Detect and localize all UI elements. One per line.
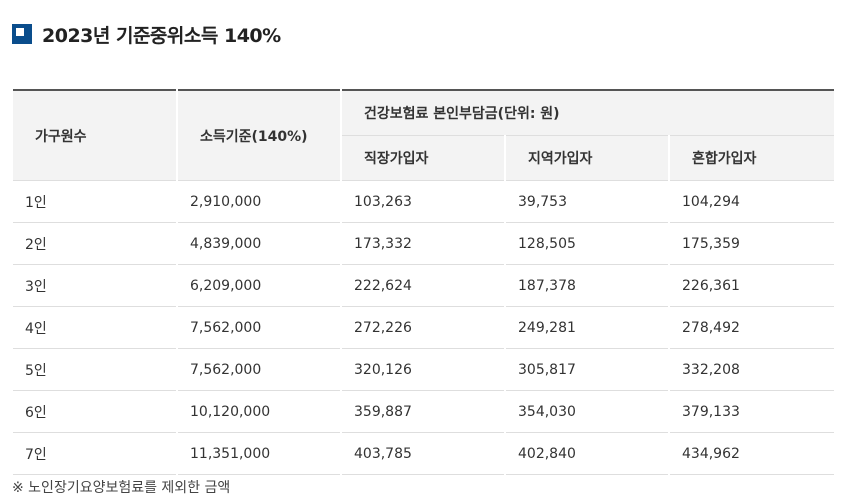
header-mixed: 혼합가입자 xyxy=(669,135,835,181)
cell-household: 4인 xyxy=(13,306,178,349)
cell-mixed: 278,492 xyxy=(669,306,835,349)
cell-mixed: 434,962 xyxy=(669,432,835,475)
cell-mixed: 175,359 xyxy=(669,222,835,265)
header-premium-group: 건강보험료 본인부담금(단위: 원) xyxy=(341,89,835,136)
cell-mixed: 226,361 xyxy=(669,264,835,307)
header-employee: 직장가입자 xyxy=(341,135,506,181)
cell-household: 7인 xyxy=(13,432,178,475)
title-row: 2023년 기준중위소득 140% xyxy=(12,20,281,48)
header-income: 소득기준(140%) xyxy=(177,89,342,181)
cell-employee: 320,126 xyxy=(341,348,506,391)
cell-employee: 222,624 xyxy=(341,264,506,307)
cell-regional: 354,030 xyxy=(505,390,670,433)
cell-income: 7,562,000 xyxy=(177,348,342,391)
cell-mixed: 332,208 xyxy=(669,348,835,391)
cell-income: 7,562,000 xyxy=(177,306,342,349)
cell-income: 6,209,000 xyxy=(177,264,342,307)
income-premium-table: 가구원수 소득기준(140%) 건강보험료 본인부담금(단위: 원) 직장가입자… xyxy=(13,89,835,475)
table-row: 5인 7,562,000 320,126 305,817 332,208 xyxy=(13,348,835,391)
cell-household: 2인 xyxy=(13,222,178,265)
cell-employee: 272,226 xyxy=(341,306,506,349)
cell-income: 11,351,000 xyxy=(177,432,342,475)
table-row: 2인 4,839,000 173,332 128,505 175,359 xyxy=(13,222,835,265)
cell-regional: 249,281 xyxy=(505,306,670,349)
header-regional: 지역가입자 xyxy=(505,135,670,181)
cell-household: 5인 xyxy=(13,348,178,391)
cell-employee: 173,332 xyxy=(341,222,506,265)
table-row: 4인 7,562,000 272,226 249,281 278,492 xyxy=(13,306,835,349)
cell-income: 4,839,000 xyxy=(177,222,342,265)
cell-regional: 402,840 xyxy=(505,432,670,475)
cell-employee: 403,785 xyxy=(341,432,506,475)
cell-income: 2,910,000 xyxy=(177,180,342,223)
table-row: 6인 10,120,000 359,887 354,030 379,133 xyxy=(13,390,835,433)
table-row: 3인 6,209,000 222,624 187,378 226,361 xyxy=(13,264,835,307)
table-body: 1인 2,910,000 103,263 39,753 104,294 2인 4… xyxy=(13,180,835,475)
cell-mixed: 379,133 xyxy=(669,390,835,433)
table-header: 가구원수 소득기준(140%) 건강보험료 본인부담금(단위: 원) 직장가입자… xyxy=(13,89,835,181)
cell-mixed: 104,294 xyxy=(669,180,835,223)
cell-income: 10,120,000 xyxy=(177,390,342,433)
table-header-row: 가구원수 소득기준(140%) 건강보험료 본인부담금(단위: 원) xyxy=(13,89,835,181)
table-row: 7인 11,351,000 403,785 402,840 434,962 xyxy=(13,432,835,475)
cell-regional: 187,378 xyxy=(505,264,670,307)
table-row: 1인 2,910,000 103,263 39,753 104,294 xyxy=(13,180,835,223)
page-title: 2023년 기준중위소득 140% xyxy=(42,24,281,47)
title-square-icon xyxy=(12,24,32,44)
header-household: 가구원수 xyxy=(13,89,178,181)
cell-regional: 305,817 xyxy=(505,348,670,391)
cell-household: 3인 xyxy=(13,264,178,307)
cell-regional: 128,505 xyxy=(505,222,670,265)
cell-regional: 39,753 xyxy=(505,180,670,223)
cell-household: 6인 xyxy=(13,390,178,433)
cell-household: 1인 xyxy=(13,180,178,223)
cell-employee: 103,263 xyxy=(341,180,506,223)
table-subheader-row: 직장가입자 지역가입자 혼합가입자 xyxy=(13,135,835,181)
footnote: ※ 노인장기요양보험료를 제외한 금액 xyxy=(12,480,231,496)
cell-employee: 359,887 xyxy=(341,390,506,433)
